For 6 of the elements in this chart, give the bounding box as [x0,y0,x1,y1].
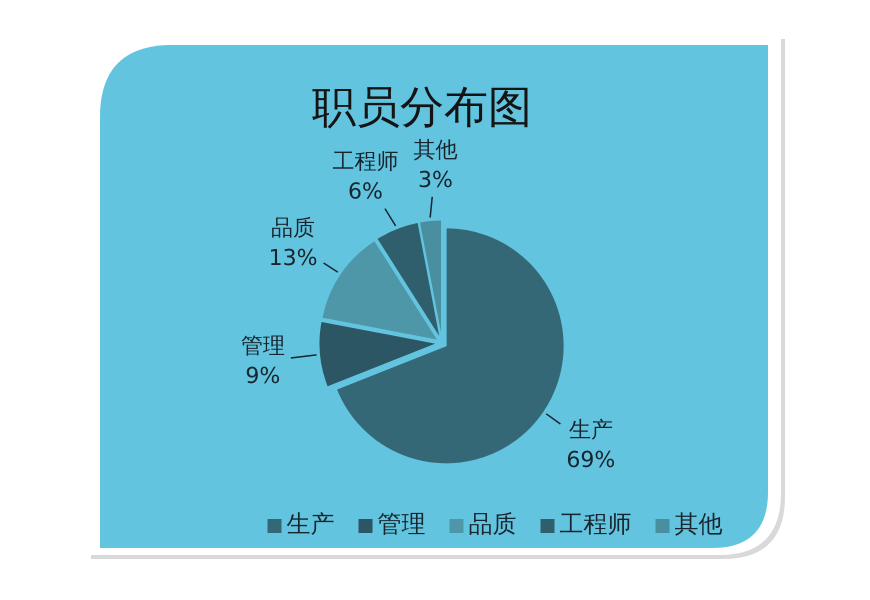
legend-label: 其他 [674,510,722,538]
legend-label: 品质 [468,510,516,538]
legend-label: 工程师 [560,510,632,538]
title: 职员分布图 [312,82,532,133]
legend-label: 管理 [378,510,426,538]
legend-label: 生产 [286,510,334,538]
